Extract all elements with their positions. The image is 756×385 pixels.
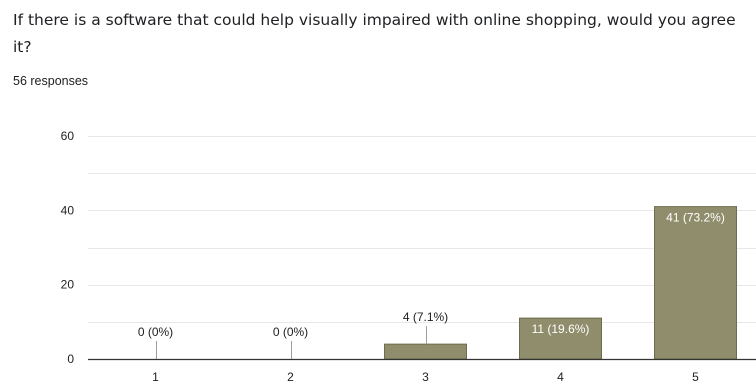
y-tick-label: 0 bbox=[67, 352, 74, 366]
data-label-background bbox=[522, 319, 599, 340]
x-tick-label: 2 bbox=[287, 370, 294, 384]
y-tick-label: 20 bbox=[61, 278, 75, 292]
response-count: 56 responses bbox=[13, 74, 89, 88]
question-title: If there is a software that could help v… bbox=[13, 11, 736, 56]
x-tick-label: 1 bbox=[152, 370, 159, 384]
y-tick-label: 60 bbox=[61, 129, 75, 143]
y-tick-label: 40 bbox=[61, 203, 75, 217]
data-label: 11 (19.6%) bbox=[532, 322, 590, 336]
bar bbox=[384, 343, 467, 360]
x-tick-label: 3 bbox=[422, 370, 429, 384]
data-label-background bbox=[657, 207, 734, 228]
data-label: 0 (0%) bbox=[138, 325, 173, 339]
data-label: 41 (73.2%) bbox=[666, 211, 725, 225]
x-tick-label: 5 bbox=[692, 370, 699, 384]
bar bbox=[654, 206, 737, 360]
data-label: 0 (0%) bbox=[273, 325, 308, 339]
data-label: 4 (7.1%) bbox=[403, 310, 448, 324]
x-tick-label: 4 bbox=[557, 370, 564, 384]
